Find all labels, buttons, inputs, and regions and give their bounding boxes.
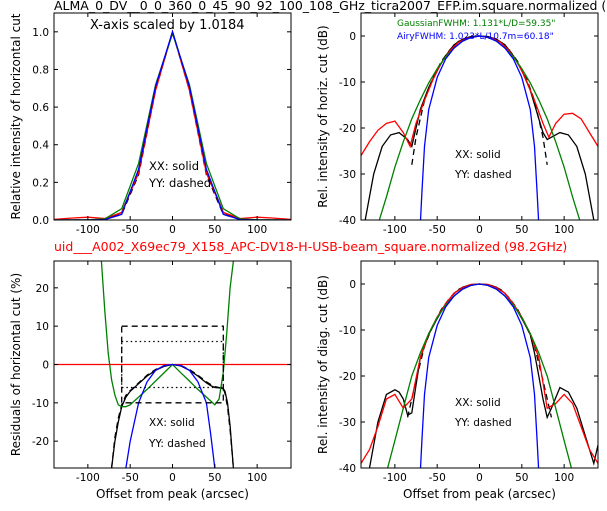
series-line-green-solid xyxy=(386,283,573,468)
x-tick-label: 0 xyxy=(476,472,483,484)
chart-panels: -100 -50 0 50 1000.00.20.40.60.81.0Relative … xyxy=(9,12,599,501)
x-tick-label: -50 xyxy=(122,472,139,484)
y-axis-label: Residuals of horizontal cut (%) xyxy=(9,273,23,456)
x-axis-label: Offset from peak (arcsec) xyxy=(403,487,556,501)
y-tick-label: -20 xyxy=(339,371,356,383)
legend-dashed-tr: YY: dashed xyxy=(454,169,512,181)
plot-area xyxy=(361,35,598,220)
y-tick-label: -40 xyxy=(339,463,356,475)
y-tick-label: 0.2 xyxy=(32,177,49,189)
x-tick-label: 50 xyxy=(515,472,528,484)
y-tick-label: 0 xyxy=(349,31,356,43)
x-tick-label: -50 xyxy=(429,472,446,484)
plot-area xyxy=(54,29,291,220)
y-axis-label: Rel. intensity of horiz. cut (dB) xyxy=(316,25,330,207)
x-tick-label: 0 xyxy=(476,224,483,236)
legend-solid-bl: XX: solid xyxy=(149,417,195,429)
y-tick-label: 0.0 xyxy=(32,215,49,227)
y-tick-label: -30 xyxy=(339,169,356,181)
legend-dashed-tl: YY: dashed xyxy=(148,176,211,190)
x-tick-label: 100 xyxy=(247,224,267,236)
series-line-blue-solid xyxy=(419,283,540,468)
x-tick-label: 100 xyxy=(247,472,267,484)
plot-frame xyxy=(360,260,599,469)
x-tick-label: 100 xyxy=(554,472,574,484)
y-tick-label: -30 xyxy=(339,417,356,429)
x-tick-label: -100 xyxy=(383,224,407,236)
series-line-green-solid xyxy=(378,35,581,220)
x-tick-label: 0 xyxy=(169,224,176,236)
series-line-blue-solid xyxy=(419,35,540,220)
legend-dashed-bl: YY: dashed xyxy=(148,438,206,450)
y-tick-label: 20 xyxy=(36,283,49,295)
y-tick-label: -40 xyxy=(339,215,356,227)
legend-solid-tl: XX: solid xyxy=(149,159,199,173)
x-tick-label: 50 xyxy=(208,224,221,236)
x-tick-label: -100 xyxy=(76,224,100,236)
x-tick-label: 50 xyxy=(208,472,221,484)
y-tick-label: -10 xyxy=(32,398,49,410)
legend-dashed-br: YY: dashed xyxy=(454,417,512,429)
series-line-black-solid xyxy=(54,29,291,220)
y-tick-label: 1.0 xyxy=(32,27,49,39)
y-tick-label: 0 xyxy=(42,360,49,372)
y-tick-label: 0 xyxy=(349,279,356,291)
y-tick-label: -10 xyxy=(339,325,356,337)
y-tick-label: -20 xyxy=(339,123,356,135)
gaussian-fwhm-label: GaussianFWHM: 1.131*L/D=59.35" xyxy=(397,19,555,29)
figure-subtitle: uid___A002_X69ec79_X158_APC-DV18-H-USB-b… xyxy=(54,239,567,254)
legend-solid-tr: XX: solid xyxy=(455,149,501,161)
series-line-black-dashed xyxy=(54,29,291,220)
figure-title: ALMA_0_DV__0_0_360_0_45_90_92_100_108_GH… xyxy=(54,0,606,13)
airy-fwhm-label: AiryFWHM: 1.023*L/10.7m=60.18" xyxy=(397,32,554,42)
x-tick-label: -100 xyxy=(383,472,407,484)
x-tick-label: -100 xyxy=(76,472,100,484)
chart-top-right: -100 -50 0 50 100 0 -10 -20 -30 -40 Rel. intensity… xyxy=(316,12,599,236)
x-tick-label: 0 xyxy=(169,472,176,484)
series-line-blue-solid xyxy=(54,29,291,220)
series-line-black-dashed_box xyxy=(121,325,224,404)
x-tick-label: 100 xyxy=(554,224,574,236)
x-tick-label: -50 xyxy=(122,224,139,236)
plot-area xyxy=(54,261,291,468)
series-line-black-dotted_box xyxy=(121,340,224,389)
series-line-green-solid xyxy=(100,261,235,408)
plot-area xyxy=(361,283,598,468)
series-line-red-solid xyxy=(54,29,291,220)
y-tick-label: 10 xyxy=(36,321,49,333)
y-axis-label: Rel. intensity of diag. cut (dB) xyxy=(316,275,330,454)
y-tick-label: 0.8 xyxy=(32,64,49,76)
legend-solid-br: XX: solid xyxy=(455,397,501,409)
x-tick-label: -50 xyxy=(429,224,446,236)
chart-bottom-right: -100 -50 0 50 100 0 -10 -20 -30 -40 Rel. intensity… xyxy=(316,260,599,501)
x-axis-label: Offset from peak (arcsec) xyxy=(96,487,249,501)
series-line-black-dashed xyxy=(411,35,548,165)
scale-note: X-axis scaled by 1.0184 xyxy=(90,18,245,33)
chart-top-left: -100 -50 0 50 100 0.0 0.2 0.4 0.6 0.8 1.0 Relative … xyxy=(9,12,292,236)
y-tick-label: 0.6 xyxy=(32,102,49,114)
y-tick-label: -10 xyxy=(339,77,356,89)
series-line-green-solid xyxy=(54,31,291,220)
y-tick-label: -20 xyxy=(32,436,49,448)
y-tick-label: 0.4 xyxy=(32,140,49,152)
series-line-red-solid xyxy=(361,35,598,156)
y-axis-label: Relative intensity of horizontal cut xyxy=(9,13,23,219)
x-tick-label: 50 xyxy=(515,224,528,236)
